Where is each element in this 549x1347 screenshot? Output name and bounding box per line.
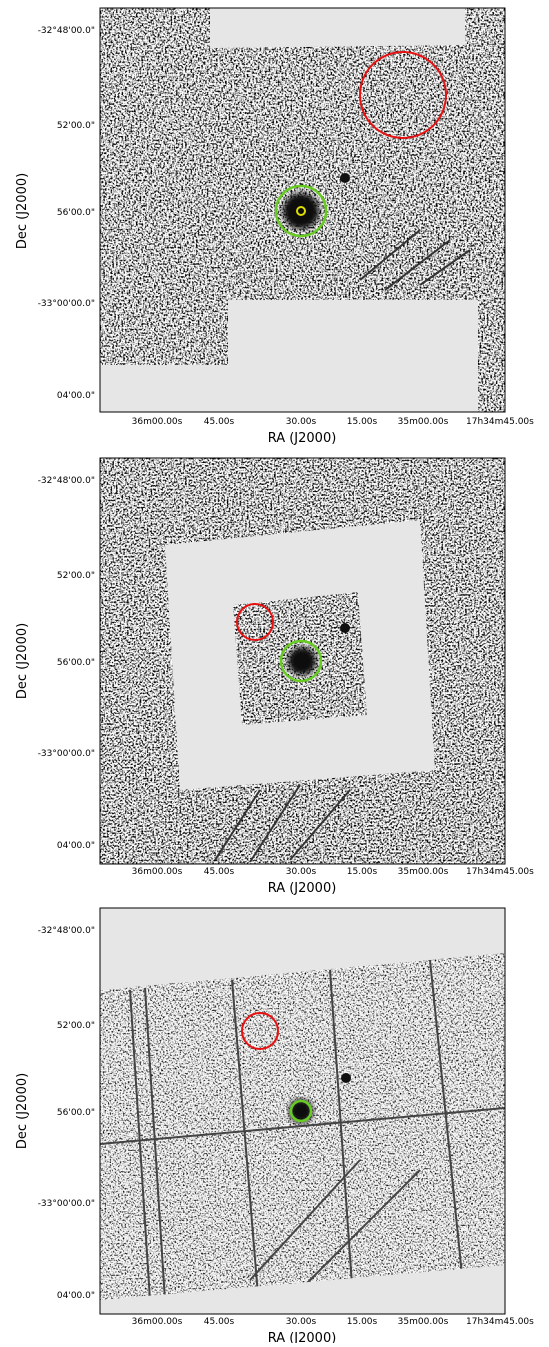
x-tick-label: 35m00.00s bbox=[398, 867, 449, 877]
x-tick-label: 35m00.00s bbox=[398, 1317, 449, 1327]
y-tick-label: -32°48'00.0" bbox=[38, 926, 95, 936]
source-circle bbox=[274, 184, 328, 238]
x-tick-label: 15.00s bbox=[347, 867, 378, 877]
x-tick-label: 36m00.00s bbox=[132, 417, 183, 427]
image-panel bbox=[99, 457, 506, 865]
x-tick-label: 35m00.00s bbox=[398, 417, 449, 427]
x-tick-label: 17h34m45.00s bbox=[466, 1317, 534, 1327]
y-tick-label: -32°48'00.0" bbox=[38, 26, 95, 36]
x-tick-label: 30.00s bbox=[286, 867, 317, 877]
y-tick-label: 04'00.0" bbox=[57, 391, 95, 401]
x-tick-label: 45.00s bbox=[204, 1317, 235, 1327]
x-tick-label: 15.00s bbox=[347, 417, 378, 427]
image-panel bbox=[99, 907, 506, 1315]
y-tick-label: 04'00.0" bbox=[57, 841, 95, 851]
x-axis-label: RA (J2000) bbox=[268, 431, 337, 446]
y-axis-label: Dec (J2000) bbox=[15, 173, 30, 249]
x-tick-label: 45.00s bbox=[204, 867, 235, 877]
x-tick-label: 45.00s bbox=[204, 417, 235, 427]
y-axis-label: Dec (J2000) bbox=[15, 1073, 30, 1149]
y-tick-label: 04'00.0" bbox=[57, 1291, 95, 1301]
y-tick-label: 52'00.0" bbox=[57, 1021, 95, 1031]
x-axis-label: RA (J2000) bbox=[268, 881, 337, 896]
y-tick-label: 52'00.0" bbox=[57, 121, 95, 131]
x-tick-label: 36m00.00s bbox=[132, 1317, 183, 1327]
y-tick-label: 52'00.0" bbox=[57, 571, 95, 581]
y-tick-label: 56'00.0" bbox=[57, 658, 95, 668]
y-tick-label: -33°00'00.0" bbox=[38, 1199, 95, 1209]
background-circle bbox=[359, 51, 447, 139]
x-tick-label: 17h34m45.00s bbox=[466, 417, 534, 427]
y-tick-label: -33°00'00.0" bbox=[38, 299, 95, 309]
y-tick-label: -33°00'00.0" bbox=[38, 749, 95, 759]
x-tick-label: 30.00s bbox=[286, 1317, 317, 1327]
x-tick-label: 15.00s bbox=[347, 1317, 378, 1327]
x-axis-label: RA (J2000) bbox=[268, 1331, 337, 1343]
x-tick-label: 36m00.00s bbox=[132, 867, 183, 877]
x-tick-label: 17h34m45.00s bbox=[466, 867, 534, 877]
x-tick-label: 30.00s bbox=[286, 417, 317, 427]
image-panel bbox=[99, 7, 506, 413]
y-axis-label: Dec (J2000) bbox=[15, 623, 30, 699]
y-tick-label: -32°48'00.0" bbox=[38, 476, 95, 486]
y-tick-label: 56'00.0" bbox=[57, 208, 95, 218]
y-tick-label: 56'00.0" bbox=[57, 1108, 95, 1118]
